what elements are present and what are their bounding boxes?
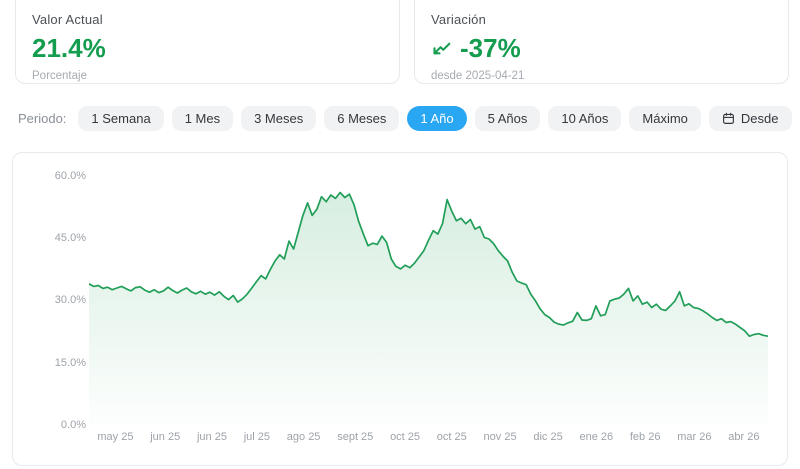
- period-button-maximo[interactable]: Máximo: [629, 105, 701, 131]
- x-axis-label: ago 25: [286, 431, 321, 443]
- variation-card: Variación -37% desde 2025-04-21: [414, 0, 789, 84]
- trending-down-icon: [431, 38, 452, 59]
- period-button-5-anos[interactable]: 5 Años: [474, 105, 541, 131]
- period-button-3-meses[interactable]: 3 Meses: [241, 105, 317, 131]
- variation-value-text: -37%: [460, 33, 521, 63]
- y-axis-tick: 60.0%: [54, 169, 86, 182]
- y-axis-tick: 15.0%: [54, 356, 86, 369]
- x-axis-label: oct 25: [390, 431, 421, 443]
- period-button-6-meses[interactable]: 6 Meses: [324, 105, 400, 131]
- period-button-label: 6 Meses: [337, 110, 387, 126]
- period-button-desde[interactable]: Desde: [708, 105, 792, 131]
- period-button-label: 1 Semana: [91, 110, 151, 126]
- period-selector: Periodo: 1 Semana 1 Mes 3 Meses 6 Meses 1 Añ…: [18, 104, 792, 132]
- period-button-1-ano[interactable]: 1 Año: [407, 105, 467, 131]
- x-axis-label: ene 26: [579, 431, 614, 443]
- period-button-label: 1 Año: [420, 110, 454, 126]
- y-axis-tick: 45.0%: [54, 232, 86, 245]
- period-button-1-semana[interactable]: 1 Semana: [78, 105, 164, 131]
- period-button-label: Desde: [740, 110, 779, 126]
- period-button-label: 10 Años: [561, 110, 609, 126]
- x-axis-label: jun 25: [196, 431, 227, 443]
- x-axis-label: may 25: [97, 431, 134, 443]
- variation-value: -37%: [431, 34, 772, 63]
- variation-title: Variación: [431, 12, 487, 27]
- variation-subtitle: desde 2025-04-21: [431, 69, 525, 82]
- x-axis-label: abr 26: [728, 431, 760, 443]
- y-axis-tick: 0.0%: [60, 419, 86, 431]
- y-axis-tick: 30.0%: [54, 294, 86, 307]
- series-line: [89, 191, 768, 338]
- current-value-title: Valor Actual: [32, 12, 103, 27]
- calendar-icon: [722, 112, 734, 124]
- x-axis-labels: may 25 jun 25 jun 25 jul 25 ago 25 sept 25 oct…: [89, 431, 768, 443]
- x-axis-label: feb 26: [629, 431, 661, 443]
- area-fill: [89, 192, 768, 425]
- chart-card: may 25 jun 25 jun 25 jul 25 ago 25 sept 25 oct…: [12, 152, 788, 466]
- current-value-card: Valor Actual 21.4% Porcentaje: [15, 0, 400, 84]
- area-chart-svg[interactable]: [89, 161, 768, 425]
- period-button-1-mes[interactable]: 1 Mes: [171, 105, 234, 131]
- x-axis-label: jul 25: [243, 431, 271, 443]
- period-button-label: 3 Meses: [254, 110, 304, 126]
- plot-area[interactable]: [89, 161, 768, 425]
- x-axis-label: nov 25: [483, 431, 517, 443]
- x-axis-label: dic 25: [533, 431, 563, 443]
- x-axis-label: jun 25: [150, 431, 181, 443]
- current-value-text: 21.4%: [32, 33, 106, 63]
- x-axis-label: sept 25: [337, 431, 374, 443]
- x-axis-label: oct 25: [436, 431, 467, 443]
- period-button-10-anos[interactable]: 10 Años: [548, 105, 622, 131]
- current-value-subtitle: Porcentaje: [32, 69, 87, 82]
- x-axis-label: mar 26: [677, 431, 712, 443]
- current-value: 21.4%: [32, 34, 383, 63]
- period-button-label: 5 Años: [487, 110, 528, 126]
- period-button-label: 1 Mes: [184, 110, 221, 126]
- period-label: Periodo:: [18, 110, 67, 126]
- period-button-label: Máximo: [642, 110, 688, 126]
